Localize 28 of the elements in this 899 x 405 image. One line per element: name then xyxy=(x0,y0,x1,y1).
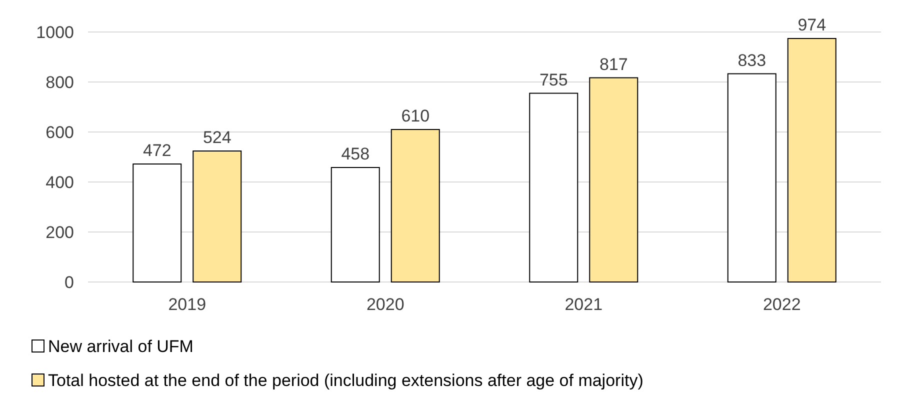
y-tick-label: 400 xyxy=(46,173,74,192)
bar xyxy=(390,129,440,282)
x-tick-label: 2019 xyxy=(168,295,206,314)
bar xyxy=(529,92,578,282)
data-label: 458 xyxy=(341,144,370,164)
bar xyxy=(132,164,182,282)
x-tick-label: 2022 xyxy=(762,295,801,314)
bar xyxy=(787,38,836,282)
bar xyxy=(192,150,242,282)
y-tick-label: 600 xyxy=(46,123,74,142)
bar xyxy=(330,167,380,282)
data-label: 472 xyxy=(142,141,172,160)
y-tick-label: 200 xyxy=(46,223,74,242)
legend-label: New arrival of UFM xyxy=(48,337,194,356)
legend-label: Total hosted at the end of the period (including extensions after age of majority) xyxy=(48,371,644,390)
data-label: 833 xyxy=(738,50,766,70)
data-label: 817 xyxy=(599,54,628,74)
x-tick-label: 2021 xyxy=(564,295,603,314)
data-label: 755 xyxy=(539,70,568,90)
bar xyxy=(727,73,776,282)
y-tick-label: 1000 xyxy=(36,23,74,42)
y-tick-label: 0 xyxy=(64,273,74,292)
data-label: 974 xyxy=(798,16,826,34)
y-tick-label: 800 xyxy=(46,73,74,92)
data-label: 524 xyxy=(202,128,232,147)
data-label: 610 xyxy=(401,106,430,126)
bar xyxy=(589,77,638,282)
x-tick-label: 2020 xyxy=(366,295,404,314)
